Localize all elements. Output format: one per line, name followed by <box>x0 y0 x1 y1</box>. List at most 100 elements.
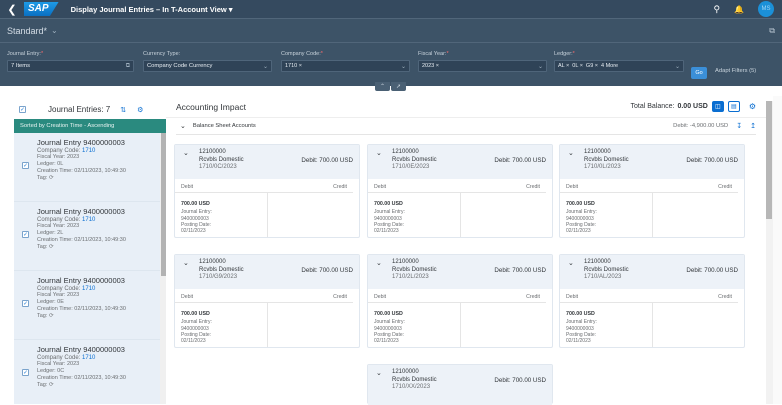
total-balance-label: Total Balance: <box>630 103 675 110</box>
token[interactable]: G9 × <box>585 63 598 69</box>
company-code-link[interactable]: 1710 <box>82 217 96 223</box>
credit-header: Credit <box>333 294 347 300</box>
list-item[interactable]: ✓ Journal Entry 9400000003 Company Code:… <box>14 340 160 404</box>
go-button[interactable]: Go <box>691 67 707 79</box>
list-item[interactable]: ✓ Journal Entry 9400000003 Company Code:… <box>14 133 160 202</box>
main-scrollbar[interactable] <box>766 101 773 404</box>
variant-selector[interactable]: Standard* <box>7 25 48 36</box>
currency-type-select[interactable]: Company Code Currency ⌄ <box>143 60 272 72</box>
list-item[interactable]: ✓ Journal Entry 9400000003 Company Code:… <box>14 271 160 340</box>
account-name: Rcvbls Domestic <box>392 266 437 273</box>
sort-icon[interactable]: ⇅ <box>120 106 127 114</box>
chevron-down-icon[interactable]: ⌄ <box>674 63 680 70</box>
debit-line-item[interactable]: 700.00 USD Journal Entry: 9400000003 Postin… <box>181 311 212 344</box>
table-view-button[interactable]: ▤ <box>727 101 740 112</box>
ledger: Ledger: 0L <box>37 161 64 167</box>
account-ref: 1710/0E/2023 <box>392 164 430 170</box>
value-help-icon[interactable]: ⧉ <box>125 62 130 69</box>
chevron-down-icon[interactable]: ⌄ <box>376 370 382 377</box>
select-all-checkbox[interactable]: ✓ <box>19 106 26 113</box>
je-number: 9400000003 <box>181 325 209 332</box>
company-code-multiinput[interactable]: 1710 × ⌄ <box>281 60 410 72</box>
filter-label: Journal Entry: <box>7 51 41 57</box>
token[interactable]: 2023 × <box>422 63 439 69</box>
adapt-filters-button[interactable]: Adapt Filters (5) <box>715 68 757 74</box>
company-code-link[interactable]: 1710 <box>82 148 96 154</box>
entry-checkbox[interactable]: ✓ <box>22 231 29 238</box>
debit-header: Debit <box>566 184 579 190</box>
entry-checkbox[interactable]: ✓ <box>22 369 29 376</box>
tag-label: Tag: <box>37 175 48 181</box>
entry-checkbox[interactable]: ✓ <box>22 162 29 169</box>
tag-icon[interactable]: ⟳ <box>48 175 54 181</box>
chevron-down-icon[interactable]: ⌄ <box>537 63 543 70</box>
je-number: 9400000003 <box>566 325 594 332</box>
company-code-link[interactable]: 1710 <box>82 286 96 292</box>
chevron-down-icon[interactable]: ⌄ <box>180 123 186 130</box>
je-label: Journal Entry: <box>566 319 597 326</box>
debit-line-item[interactable]: 700.00 USD Journal Entry: 9400000003 Postin… <box>374 311 405 344</box>
sort-ascending-icon[interactable]: ↥ <box>750 123 756 130</box>
tag-icon[interactable]: ⟳ <box>48 382 54 388</box>
posting-date: 02/11/2023 <box>374 338 399 345</box>
token[interactable]: AL × <box>558 63 570 69</box>
scrollbar-thumb[interactable] <box>161 133 166 276</box>
account-ref: 1710/G9/2023 <box>199 274 238 280</box>
share-icon[interactable]: ⧉ <box>769 25 775 35</box>
avatar[interactable]: MS <box>758 1 774 17</box>
sort-descending-icon[interactable]: ↧ <box>736 123 743 130</box>
filter-currency-type: Currency Type: Company Code Currency ⌄ <box>143 51 272 72</box>
entry-checkbox[interactable]: ✓ <box>22 300 29 307</box>
scrollbar-thumb[interactable] <box>766 101 772 219</box>
list-scrollbar[interactable] <box>160 133 166 404</box>
credit-header: Credit <box>718 184 732 190</box>
debit-line-item[interactable]: 700.00 USD Journal Entry: 9400000003 Postin… <box>181 201 212 234</box>
settings-gear-icon[interactable]: ⚙ <box>137 106 144 114</box>
section-title: Balance Sheet Accounts <box>192 123 256 129</box>
creation-time: Creation Time: 02/11/2023, 10:49:30 <box>37 375 126 381</box>
accounting-impact-title: Accounting Impact <box>176 101 246 112</box>
search-icon[interactable]: ⚲ <box>713 3 721 14</box>
ledger-multiinput[interactable]: AL × 0L × G9 × 4 More ⌄ <box>554 60 684 72</box>
chevron-down-icon[interactable]: ⌄ <box>568 260 574 267</box>
filter-ledger: Ledger:* AL × 0L × G9 × 4 More ⌄ <box>554 51 684 72</box>
chevron-down-icon[interactable]: ⌄ <box>376 260 382 267</box>
list-item[interactable]: ✓ Journal Entry 9400000003 Company Code:… <box>14 202 160 271</box>
settings-gear-icon[interactable]: ⚙ <box>748 102 756 111</box>
chevron-down-icon[interactable]: ⌄ <box>262 63 268 70</box>
ledger: Ledger: 0E <box>37 299 64 305</box>
je-label: Journal Entry: <box>181 319 212 326</box>
collapse-header-button[interactable]: ⌃ <box>375 82 390 91</box>
chevron-down-icon[interactable]: ⌄ <box>376 150 382 157</box>
chevron-down-icon[interactable]: ⌄ <box>183 150 189 157</box>
back-arrow-icon[interactable]: ❮ <box>7 3 17 16</box>
app-title-menu[interactable]: Display Journal Entries – In T-Account V… <box>70 4 233 14</box>
pd-label: Posting Date: <box>374 331 405 338</box>
tag-icon[interactable]: ⟳ <box>48 313 54 319</box>
chevron-down-icon[interactable]: ⌄ <box>51 26 58 35</box>
section-debit-total: Debit: -4,900.00 USD <box>673 123 729 129</box>
chevron-down-icon[interactable]: ⌄ <box>183 260 189 267</box>
filter-label: Company Code: <box>281 51 321 57</box>
journal-entry-input[interactable]: 7 Items ⧉ <box>7 60 134 72</box>
ledger: Ledger: 0C <box>37 368 65 374</box>
chevron-down-icon[interactable]: ⌄ <box>568 150 574 157</box>
balance-sheet-section-header[interactable]: ⌄ Balance Sheet Accounts Debit: -4,900.0… <box>176 118 756 135</box>
more-tokens-link[interactable]: 4 More <box>601 63 619 69</box>
notification-bell-icon[interactable]: 🔔 <box>734 4 744 14</box>
fiscal-year-multiinput[interactable]: 2023 × ⌄ <box>418 60 547 72</box>
t-account-view-button[interactable]: ◫ <box>711 101 724 112</box>
tag-icon[interactable]: ⟳ <box>48 244 54 250</box>
sap-logo[interactable]: SAP <box>24 2 59 16</box>
credit-header: Credit <box>718 294 732 300</box>
chevron-down-icon[interactable]: ⌄ <box>400 63 406 70</box>
filter-label: Ledger: <box>554 51 573 57</box>
debit-line-item[interactable]: 700.00 USD Journal Entry: 9400000003 Postin… <box>374 201 405 234</box>
company-code-link[interactable]: 1710 <box>82 355 96 361</box>
debit-line-item[interactable]: 700.00 USD Journal Entry: 9400000003 Postin… <box>566 311 597 344</box>
token[interactable]: 0L × <box>572 63 583 69</box>
token[interactable]: 1710 × <box>285 63 302 69</box>
pin-header-button[interactable]: ➚ <box>391 82 406 91</box>
debit-line-item[interactable]: 700.00 USD Journal Entry: 9400000003 Postin… <box>566 201 597 234</box>
company-label: Company Code: <box>37 355 81 361</box>
